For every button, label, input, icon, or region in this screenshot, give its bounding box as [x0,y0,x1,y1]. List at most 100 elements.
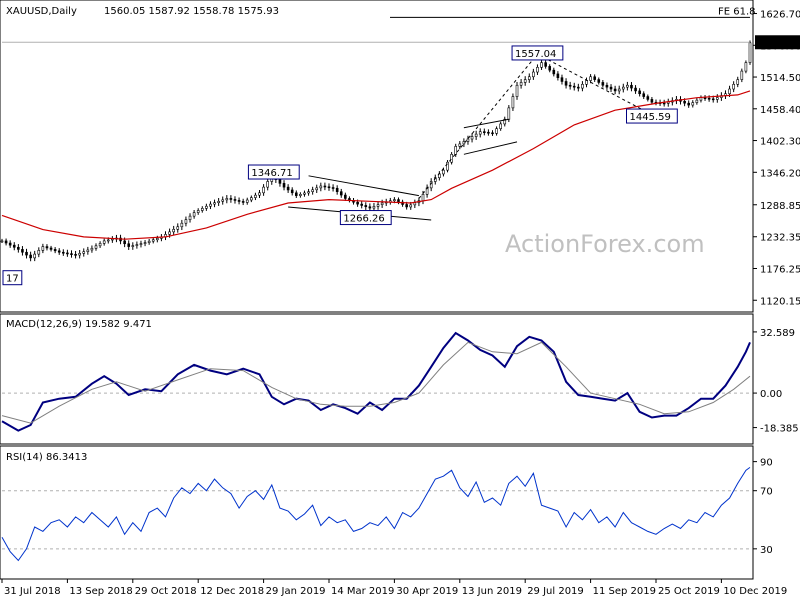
projection-line [418,53,538,199]
candle-body [613,88,617,92]
candle-body [135,244,139,246]
candle-body [630,84,633,89]
candle-body [581,84,584,89]
candle-body [634,87,637,92]
candle-body [503,118,507,125]
candle-body [233,199,237,201]
candle-body [372,206,376,209]
candle-body [262,186,265,194]
x-tick-label: 10 Dec 2019 [723,586,787,597]
price-label-text: 1346.71 [251,168,292,179]
macd-y-axis: 32.589 0.00 -18.385 [753,328,799,435]
candle-body [687,102,690,106]
x-tick-label: 29 Jan 2019 [266,586,326,597]
candle-body [544,62,547,67]
rising-flag-line [463,141,518,155]
candle-body [29,254,32,259]
candle-body [470,136,474,140]
candle-body [188,215,192,220]
price-header-symbol: XAUUSD,Daily [6,6,77,17]
candle-body [527,76,531,80]
candle-body [21,249,24,253]
candle-body [397,199,400,203]
candle-body [299,194,302,196]
candle-body [17,246,20,250]
candle-body [380,202,384,205]
price-y-tick-label: 1346.20 [760,168,800,179]
price-labels-group: 1346.71 1266.26 1557.04 1445.59 17 [2,45,678,286]
price-y-tick-label: 1176.25 [760,265,800,276]
candle-body [62,251,65,254]
x-tick-label: 14 Mar 2019 [331,586,394,597]
candle-body [266,181,269,188]
candle-body [393,199,396,202]
candle-body [523,79,527,83]
candle-body [609,86,613,90]
candle-body [458,143,462,147]
candle-body [519,82,523,86]
x-tick-label: 30 Apr 2019 [396,586,458,597]
rsi-y-tick-label: 30 [760,545,773,556]
fib-label: FE 61.8 [718,6,756,17]
candle-body [127,243,131,247]
candle-body [728,88,731,95]
projection-line [537,53,653,116]
candle-body [237,200,241,202]
candle-body [131,245,135,247]
candle-body [180,222,184,228]
price-y-tick-label: 1514.50 [760,73,800,84]
candle-body [331,187,335,189]
rsi-series-group [1,466,751,562]
candle-body [662,102,666,105]
rsi-panel: RSI(14) 86.3413 [0,445,754,580]
candle-body [593,76,596,80]
candle-body [638,90,641,95]
macd-y-tick-label: 32.589 [760,328,795,339]
candle-body [532,71,535,78]
rsi-title: RSI(14) 86.3413 [6,452,87,463]
candle-body [221,199,225,202]
candle-body [585,80,588,85]
candle-body [315,187,319,191]
candle-body [511,96,515,109]
candle-body [466,138,470,142]
candle-body [311,189,314,192]
price-series-group [0,40,752,262]
candle-body [495,128,498,134]
candle-body [335,187,339,192]
candle-body [176,226,180,230]
signal-line [1,341,751,424]
candle-body [446,161,449,171]
candle-body [98,243,102,247]
candle-body [364,205,368,208]
candle-body [53,249,57,252]
candle-body [327,186,331,189]
candle-body [241,201,245,203]
price-y-tick-label: 1458.40 [760,105,800,116]
candle-body [205,205,208,209]
candle-body [507,107,511,120]
candle-body [8,242,12,246]
candle-body [478,131,482,135]
candle-body [184,219,188,224]
candle-body [711,98,715,101]
candle-body [86,249,90,252]
candle-body [209,203,212,207]
moving-average-line [1,90,751,240]
watermark: ActionForex.com [505,230,705,258]
candle-body [278,179,282,184]
x-tick-label: 12 Dec 2018 [200,586,264,597]
price-y-tick-label: 1232.35 [760,233,800,244]
rsi-panel-frame [0,445,754,580]
candle-body [646,96,650,100]
candle-body [74,254,77,256]
candle-body [413,202,417,206]
candle-body [650,99,654,103]
candle-body [540,62,543,68]
price-label-box [2,270,23,286]
candle-body [66,252,69,255]
candle-body [307,191,310,194]
candle-body [70,253,73,255]
candle-body [41,246,45,251]
candle-body [626,84,629,88]
